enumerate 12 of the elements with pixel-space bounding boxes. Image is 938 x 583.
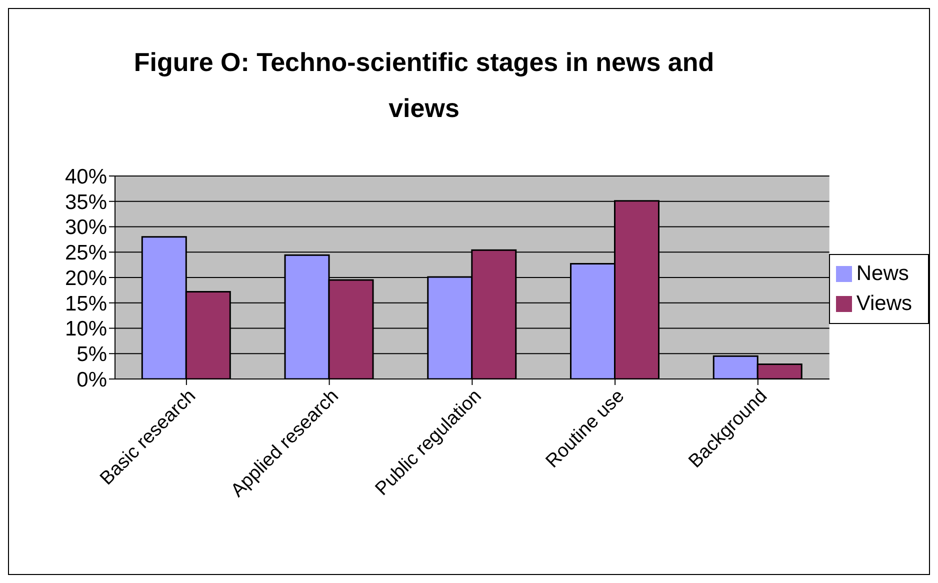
y-tick-label: 40% bbox=[64, 165, 107, 188]
y-tick-label: 20% bbox=[64, 266, 107, 290]
legend-label: News bbox=[856, 262, 909, 285]
y-tick-label: 0% bbox=[76, 368, 107, 392]
y-tick-label: 10% bbox=[64, 318, 107, 341]
chart-title: Figure O: Techno-scientific stages in news and views bbox=[132, 46, 716, 125]
y-tick-label: 15% bbox=[64, 292, 107, 316]
y-tick-label: 35% bbox=[64, 190, 107, 214]
y-tick-label: 5% bbox=[76, 343, 107, 366]
y-tick-label: 30% bbox=[64, 216, 107, 240]
legend-label: Views bbox=[856, 292, 912, 315]
y-tick-label: 25% bbox=[64, 242, 107, 265]
